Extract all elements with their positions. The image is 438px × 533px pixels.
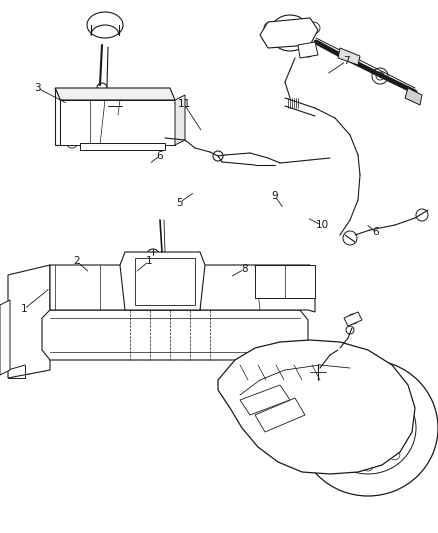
Text: 11: 11 bbox=[177, 99, 191, 109]
Polygon shape bbox=[240, 385, 290, 415]
Polygon shape bbox=[80, 143, 165, 150]
Polygon shape bbox=[255, 265, 315, 298]
Polygon shape bbox=[50, 265, 315, 312]
Polygon shape bbox=[120, 252, 205, 310]
Polygon shape bbox=[255, 398, 305, 432]
Text: 5: 5 bbox=[176, 198, 183, 207]
Polygon shape bbox=[55, 88, 175, 100]
Polygon shape bbox=[338, 48, 360, 65]
Text: 1: 1 bbox=[145, 256, 152, 266]
Polygon shape bbox=[60, 100, 175, 145]
Polygon shape bbox=[344, 312, 362, 326]
Text: 6: 6 bbox=[156, 151, 163, 160]
Text: 8: 8 bbox=[241, 264, 248, 274]
Polygon shape bbox=[175, 95, 185, 145]
Polygon shape bbox=[218, 340, 415, 474]
Text: 9: 9 bbox=[272, 191, 279, 201]
Polygon shape bbox=[42, 310, 308, 360]
Polygon shape bbox=[298, 42, 318, 58]
Polygon shape bbox=[0, 300, 10, 375]
Polygon shape bbox=[135, 258, 195, 305]
Text: 3: 3 bbox=[34, 83, 41, 93]
Text: 10: 10 bbox=[315, 221, 328, 230]
Text: 6: 6 bbox=[372, 227, 379, 237]
Polygon shape bbox=[55, 88, 60, 145]
Polygon shape bbox=[260, 18, 318, 48]
Polygon shape bbox=[8, 265, 50, 378]
Text: 2: 2 bbox=[73, 256, 80, 266]
Text: 1: 1 bbox=[21, 304, 28, 314]
Text: 7: 7 bbox=[343, 56, 350, 66]
Polygon shape bbox=[405, 88, 422, 105]
